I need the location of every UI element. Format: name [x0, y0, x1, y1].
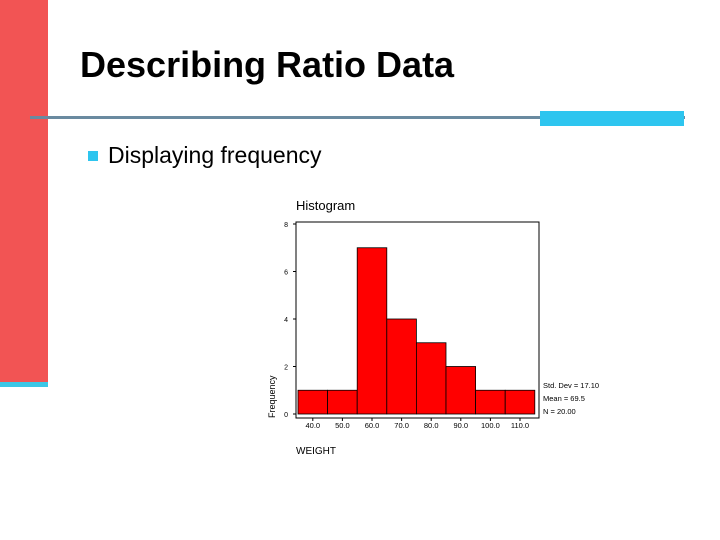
- histogram-bar: [415, 342, 447, 415]
- x-tick-label: 80.0: [424, 421, 439, 430]
- plot-frame: [295, 221, 540, 419]
- x-axis-label: WEIGHT: [296, 446, 336, 457]
- chart-title: Histogram: [296, 198, 355, 213]
- y-axis-label: Frequency: [267, 375, 277, 418]
- stats-label: Std. Dev = 17.10: [543, 381, 599, 390]
- y-tick-label: 0: [284, 412, 288, 419]
- y-tick-label: 4: [284, 317, 288, 324]
- histogram-bar: [327, 389, 358, 415]
- x-tick-label: 70.0: [394, 421, 409, 430]
- y-tick-label: 2: [284, 365, 288, 372]
- stats-label: N = 20.00: [543, 407, 576, 416]
- left-decor-bar: [0, 0, 48, 382]
- title-underline: [30, 116, 685, 119]
- histogram-bar: [386, 318, 417, 415]
- left-decor-accent: [0, 382, 48, 387]
- histogram-bar: [356, 247, 388, 415]
- slide-title: Describing Ratio Data: [80, 44, 455, 85]
- title-underline-accent: [540, 111, 684, 126]
- x-tick-label: 100.0: [481, 421, 500, 430]
- histogram-bar: [297, 389, 329, 415]
- histogram-bar: [475, 389, 506, 415]
- x-tick-label: 50.0: [335, 421, 350, 430]
- x-tick-label: 90.0: [453, 421, 468, 430]
- stats-label: Mean = 69.5: [543, 394, 585, 403]
- y-tick-label: 8: [284, 222, 288, 229]
- y-tick-label: 6: [284, 270, 288, 277]
- x-tick-label: 110.0: [511, 421, 529, 430]
- x-tick-label: 40.0: [305, 421, 320, 430]
- bullet-item: Displaying frequency: [88, 142, 322, 169]
- histogram-chart: Histogram 0 2 4 6 8 40.0 50.0 60.0 70.0 80.0 90.0…: [267, 198, 599, 457]
- square-bullet-icon: [88, 150, 98, 161]
- histogram-bar: [504, 389, 536, 415]
- bullet-text: Displaying frequency: [108, 142, 322, 168]
- x-tick-label: 60.0: [365, 421, 380, 430]
- histogram-bar: [445, 366, 477, 415]
